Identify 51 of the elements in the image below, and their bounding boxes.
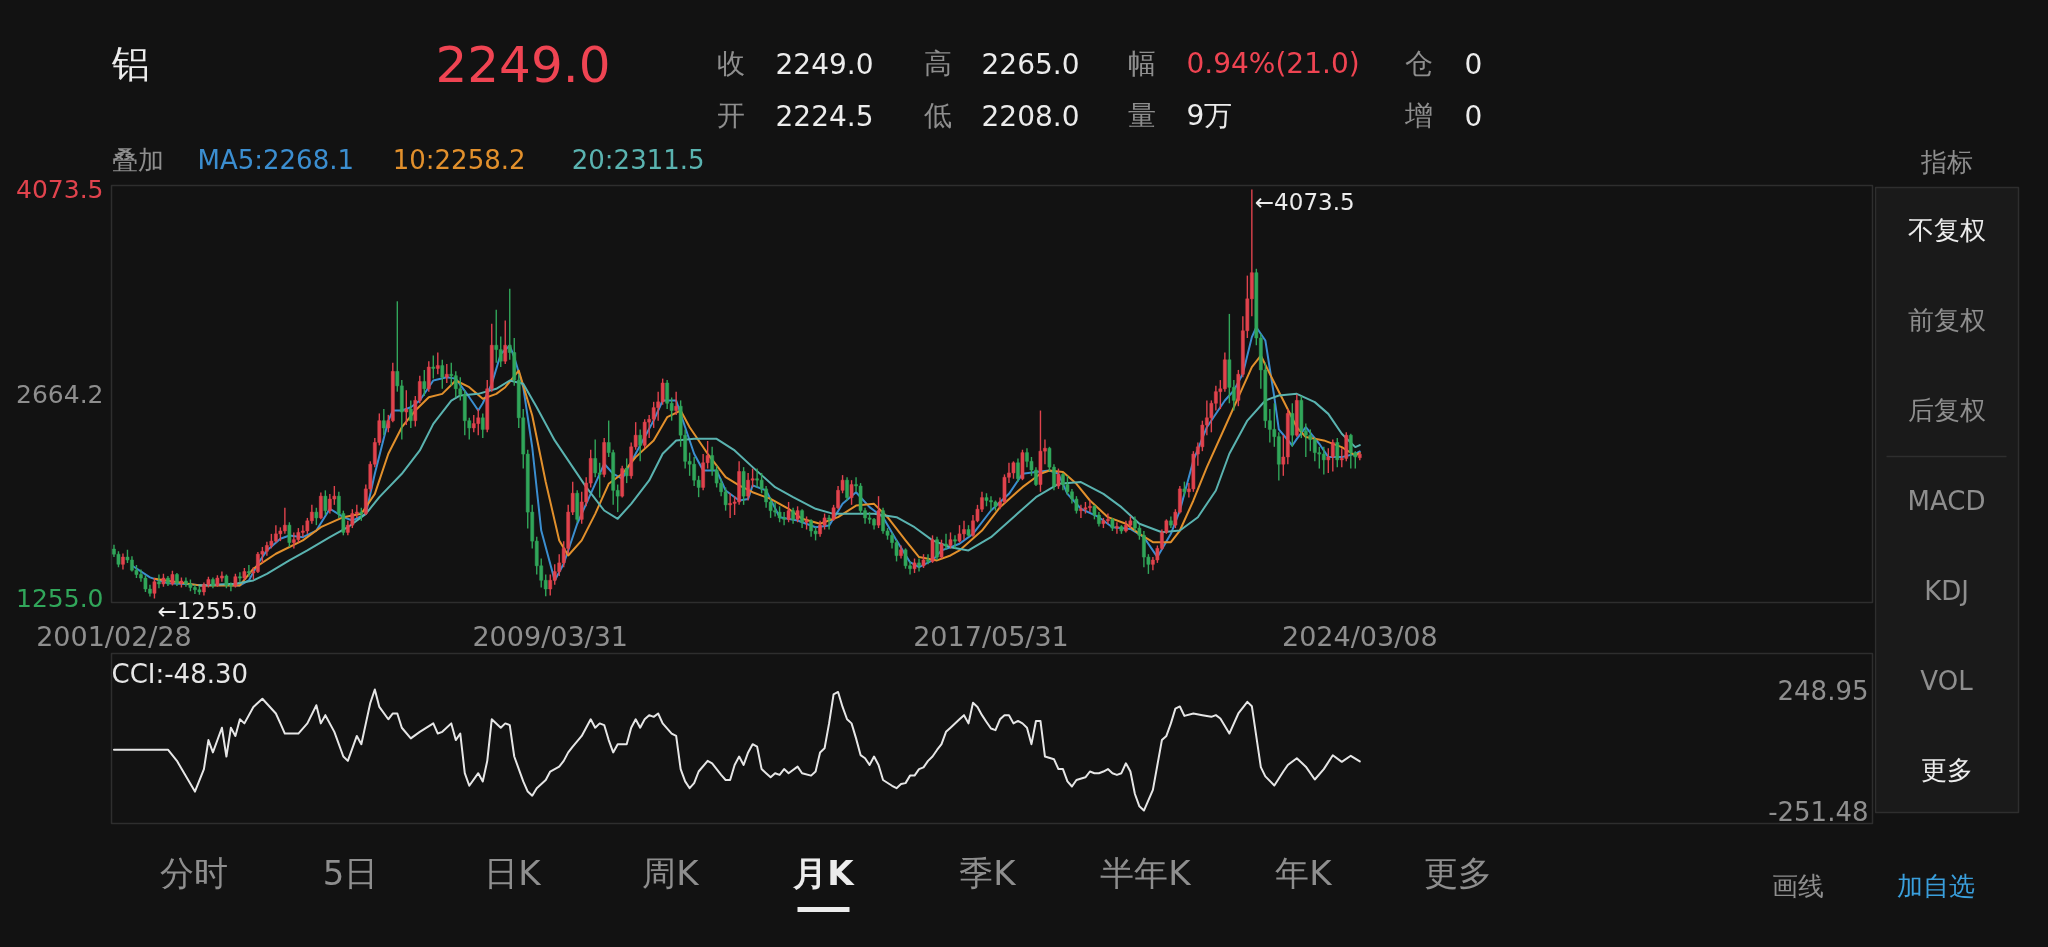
text: 增 [1403,99,1433,132]
text: 加自选 [1896,870,1975,901]
text: 2208.0 [981,100,1080,133]
text: 铝 [110,41,150,86]
text: 高 [923,47,952,80]
text: 量 [1127,99,1156,132]
text: 更多 [1423,852,1492,893]
text: 2265.0 [981,48,1080,81]
text: 0 [1464,48,1483,81]
text: 季K [959,852,1018,893]
y-tick-label: 248.95 [1777,675,1869,706]
text: 开 [716,99,745,132]
text: VOL [1920,665,1974,696]
text: 5日 [322,852,379,893]
text: 10:2258.2 [392,144,526,175]
text: 指标 [1919,146,1973,177]
text: 画线 [1771,870,1824,901]
text: 年K [1275,852,1334,893]
text: 不复权 [1907,214,1986,245]
text: 2249.0 [435,35,611,94]
text: 月K [792,852,856,893]
x-tick-label: 2017/05/31 [913,621,1069,652]
text: MA5:2268.1 [197,144,354,175]
text: 收 [716,47,745,80]
x-tick-label: 2024/03/08 [1281,621,1438,652]
text: KDJ [1924,575,1969,606]
text: 9万 [1186,99,1233,132]
text: 叠加 [111,144,164,175]
text: 低 [923,99,952,132]
y-tick-label: 1255.0 [16,584,104,614]
text: 更多 [1920,754,1973,785]
text: 幅 [1127,47,1156,80]
text: 半年K [1100,852,1193,893]
y-tick-label: 2664.2 [16,379,104,409]
y-tick-label: -251.48 [1768,796,1869,827]
y-tick-label: 4073.5 [16,175,104,205]
text: 分时 [159,852,228,893]
text: 0 [1464,100,1483,133]
text: MACD [1907,485,1986,516]
series-label: CCI:-48.30 [111,658,249,689]
x-tick-label: 2009/03/31 [472,621,629,652]
text: 0.94%(21.0) [1186,47,1360,80]
text: 20:2311.5 [571,144,705,175]
text: 2249.0 [775,48,874,81]
text: 仓 [1404,47,1433,80]
text: 周K [642,852,701,893]
text: 2224.5 [775,100,874,133]
annotation: ←4073.5 [1254,189,1355,216]
text: 日K [484,852,543,893]
text: 前复权 [1907,304,1986,335]
text: 后复权 [1907,394,1986,425]
